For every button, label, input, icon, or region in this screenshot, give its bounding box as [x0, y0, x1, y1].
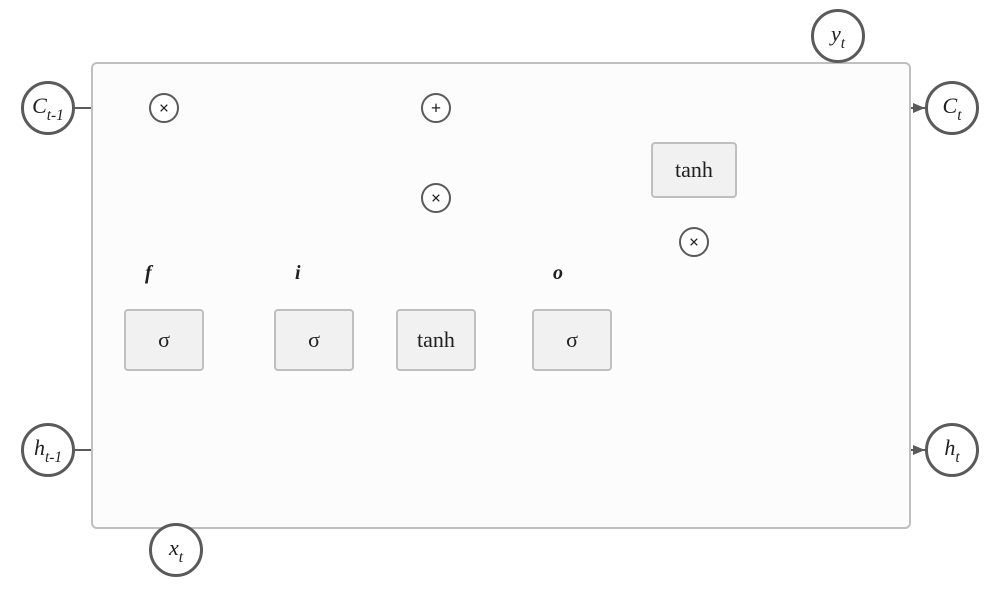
op-mul-o: × [679, 227, 709, 257]
glyph-mul-i: × [431, 188, 441, 209]
glyph-mul-o: × [689, 232, 699, 253]
label-tanh-g: tanh [417, 327, 455, 353]
label-c-prev: Ct-1 [32, 93, 64, 123]
box-sigma-i: σ [274, 309, 354, 371]
glyph-add: + [431, 98, 441, 119]
label-h-prev: ht-1 [34, 435, 62, 465]
box-sigma-f: σ [124, 309, 204, 371]
box-tanh-g: tanh [396, 309, 476, 371]
node-x-t: xt [149, 523, 203, 577]
node-h-prev: ht-1 [21, 423, 75, 477]
box-tanh-top: tanh [651, 142, 737, 198]
edge-label-f: f [145, 262, 152, 285]
label-x-t: xt [169, 535, 183, 565]
op-mul-i: × [421, 183, 451, 213]
glyph-mul-f: × [159, 98, 169, 119]
label-y-t: yt [831, 21, 845, 51]
op-add: + [421, 93, 451, 123]
node-y-t: yt [811, 9, 865, 63]
label-sigma-f: σ [158, 327, 170, 353]
node-h-next: ht [925, 423, 979, 477]
node-c-prev: Ct-1 [21, 81, 75, 135]
label-sigma-o: σ [566, 327, 578, 353]
lstm-cell-diagram: Ct-1 Ct ht-1 ht xt yt × + × × σ σ tanh σ… [0, 0, 1000, 592]
label-c-next: Ct [943, 93, 962, 123]
edge-label-o: o [553, 262, 563, 285]
label-tanh-top: tanh [675, 157, 713, 183]
label-sigma-i: σ [308, 327, 320, 353]
box-sigma-o: σ [532, 309, 612, 371]
cell-outer-box [91, 62, 911, 529]
op-mul-f: × [149, 93, 179, 123]
node-c-next: Ct [925, 81, 979, 135]
label-h-next: ht [944, 435, 959, 465]
edge-label-i: i [295, 262, 301, 285]
